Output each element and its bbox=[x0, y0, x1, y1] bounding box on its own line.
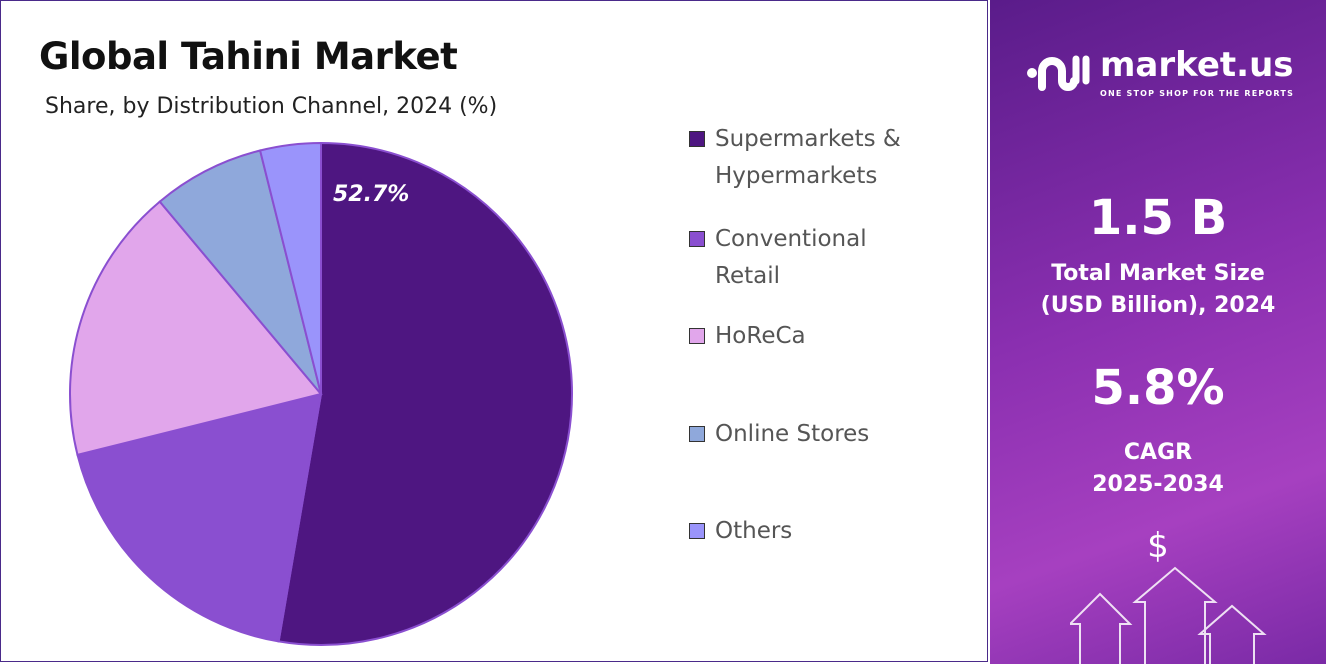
data-label-0: 52.7% bbox=[333, 182, 409, 207]
legend-swatch bbox=[689, 426, 705, 442]
legend-item: Online Stores bbox=[689, 416, 979, 453]
logo-tagline: ONE STOP SHOP FOR THE REPORTS bbox=[1100, 89, 1295, 98]
pie-slice-3 bbox=[158, 149, 322, 395]
cagr-label-1: CAGR bbox=[1123, 440, 1193, 465]
pie-slice-2 bbox=[69, 200, 323, 457]
legend-item: Conventional Retail bbox=[689, 221, 979, 295]
legend-item: Others bbox=[689, 513, 979, 550]
legend-label: Online Stores bbox=[715, 421, 870, 447]
pie-chart: 52.7% bbox=[69, 141, 573, 646]
market-size-label-2: (USD Billion), 2024 bbox=[1040, 293, 1276, 318]
cagr-value: 5.8% bbox=[1091, 360, 1225, 416]
legend-label: Others bbox=[715, 518, 793, 544]
legend-swatch bbox=[689, 231, 705, 247]
chart-title: Global Tahini Market bbox=[39, 35, 458, 78]
legend-swatch bbox=[689, 131, 705, 147]
logo-icon bbox=[1027, 55, 1090, 91]
market-size-label-1: Total Market Size bbox=[1051, 261, 1265, 286]
growth-arrows-icon bbox=[1070, 566, 1267, 664]
summary-sidebar: market.us ONE STOP SHOP FOR THE REPORTS … bbox=[990, 0, 1326, 664]
chart-panel: Global Tahini Market Share, by Distribut… bbox=[0, 0, 988, 662]
legend-swatch bbox=[689, 523, 705, 539]
pie-slice-4 bbox=[258, 141, 322, 395]
logo-text: market.us bbox=[1100, 45, 1294, 85]
chart-subtitle: Share, by Distribution Channel, 2024 (%) bbox=[45, 94, 498, 119]
legend-label: Conventional Retail bbox=[715, 226, 867, 289]
legend-label: HoReCa bbox=[715, 323, 806, 349]
pie-slice-0 bbox=[277, 141, 573, 646]
legend-item: Supermarkets & Hypermarkets bbox=[689, 121, 979, 195]
market-us-logo: market.us ONE STOP SHOP FOR THE REPORTS bbox=[1026, 44, 1294, 100]
pie-slice-1 bbox=[76, 392, 323, 643]
cagr-label-2: 2025-2034 bbox=[1092, 472, 1224, 497]
market-size-value: 1.5 B bbox=[1088, 190, 1228, 246]
legend-label: Supermarkets & Hypermarkets bbox=[715, 126, 901, 189]
dollar-sign: $ bbox=[1147, 526, 1169, 566]
legend-item: HoReCa bbox=[689, 318, 979, 355]
legend-swatch bbox=[689, 328, 705, 344]
